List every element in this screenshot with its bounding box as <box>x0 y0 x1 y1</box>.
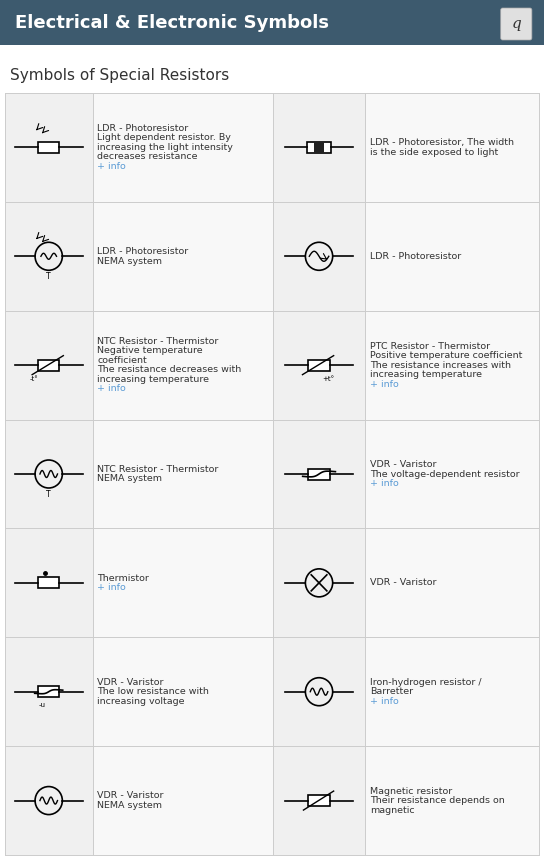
Text: Negative temperature: Negative temperature <box>98 346 203 356</box>
Text: LDR - Photoresistor, The width: LDR - Photoresistor, The width <box>370 138 514 147</box>
Text: Symbols of Special Resistors: Symbols of Special Resistors <box>9 67 229 82</box>
Text: LDR - Photoresistor: LDR - Photoresistor <box>98 124 189 133</box>
Text: + info: + info <box>98 162 126 171</box>
Text: Positive temperature coefficient: Positive temperature coefficient <box>370 351 522 360</box>
Bar <box>309 469 330 479</box>
Bar <box>5 93 93 202</box>
Text: The resistance increases with: The resistance increases with <box>370 361 511 369</box>
Bar <box>93 93 273 202</box>
Text: LDR - Photoresistor: LDR - Photoresistor <box>370 252 461 260</box>
Text: + info: + info <box>370 380 399 388</box>
Bar <box>273 529 365 638</box>
Text: The resistance decreases with: The resistance decreases with <box>98 365 242 375</box>
Text: + info: + info <box>370 696 399 706</box>
FancyBboxPatch shape <box>501 8 532 40</box>
Text: Magnetic resistor: Magnetic resistor <box>370 786 453 796</box>
Bar <box>38 577 59 588</box>
Bar <box>273 638 365 746</box>
Text: VDR - Varistor: VDR - Varistor <box>370 460 437 469</box>
Text: coefficient: coefficient <box>98 356 147 365</box>
Text: is the side exposed to light: is the side exposed to light <box>370 148 498 157</box>
Text: T: T <box>46 490 51 499</box>
Text: magnetic: magnetic <box>370 805 415 815</box>
Bar <box>38 686 59 697</box>
Bar <box>365 529 538 638</box>
Text: Electrical & Electronic Symbols: Electrical & Electronic Symbols <box>15 14 329 31</box>
Bar <box>5 420 93 529</box>
Bar <box>273 311 365 420</box>
Bar <box>365 202 538 311</box>
Bar <box>38 360 59 370</box>
Text: NEMA system: NEMA system <box>98 257 162 266</box>
Text: The voltage-dependent resistor: The voltage-dependent resistor <box>370 470 520 478</box>
Bar <box>93 311 273 420</box>
Text: VDR - Varistor: VDR - Varistor <box>98 791 164 800</box>
Bar <box>273 746 365 855</box>
Bar <box>273 93 365 202</box>
Text: Light dependent resistor. By: Light dependent resistor. By <box>98 133 231 143</box>
Text: -u: -u <box>39 702 46 708</box>
Text: VDR - Varistor: VDR - Varistor <box>98 677 164 687</box>
Bar <box>314 142 324 153</box>
Bar <box>5 529 93 638</box>
Text: + info: + info <box>370 479 399 488</box>
Text: PTC Resistor - Thermistor: PTC Resistor - Thermistor <box>370 342 490 350</box>
Text: increasing temperature: increasing temperature <box>370 370 482 379</box>
Bar <box>365 420 538 529</box>
Text: + info: + info <box>98 384 126 394</box>
Text: +t°: +t° <box>323 375 335 381</box>
Bar <box>93 202 273 311</box>
Text: Iron-hydrogen resistor /: Iron-hydrogen resistor / <box>370 677 482 687</box>
Bar <box>93 638 273 746</box>
Text: increasing voltage: increasing voltage <box>98 696 185 706</box>
Text: The low resistance with: The low resistance with <box>98 687 209 696</box>
Bar <box>365 746 538 855</box>
Bar <box>307 142 331 153</box>
Text: decreases resistance: decreases resistance <box>98 152 198 162</box>
Text: LDR - Photoresistor: LDR - Photoresistor <box>98 247 189 256</box>
Bar <box>93 420 273 529</box>
Text: q: q <box>512 17 521 31</box>
Text: NTC Resistor - Thermistor: NTC Resistor - Thermistor <box>98 336 219 346</box>
Text: + info: + info <box>98 583 126 593</box>
Bar <box>0 0 543 45</box>
Bar <box>5 311 93 420</box>
Bar <box>5 746 93 855</box>
Bar <box>93 746 273 855</box>
Bar <box>273 420 365 529</box>
Text: NEMA system: NEMA system <box>98 801 162 810</box>
Text: Their resistance depends on: Their resistance depends on <box>370 796 505 805</box>
Text: Thermistor: Thermistor <box>98 573 150 583</box>
Text: VDR - Varistor: VDR - Varistor <box>370 579 437 587</box>
Bar <box>309 360 330 370</box>
Bar <box>309 795 330 806</box>
Bar <box>38 142 59 153</box>
Text: increasing temperature: increasing temperature <box>98 375 209 384</box>
Bar <box>5 638 93 746</box>
Text: Barretter: Barretter <box>370 687 413 696</box>
Text: increasing the light intensity: increasing the light intensity <box>98 143 233 152</box>
Bar <box>365 93 538 202</box>
Text: T: T <box>46 272 51 281</box>
Bar <box>93 529 273 638</box>
Text: NEMA system: NEMA system <box>98 474 162 484</box>
Bar <box>365 311 538 420</box>
Bar <box>5 202 93 311</box>
Bar <box>273 202 365 311</box>
Text: NTC Resistor - Thermistor: NTC Resistor - Thermistor <box>98 465 219 474</box>
Text: -t°: -t° <box>30 375 39 381</box>
Bar <box>365 638 538 746</box>
